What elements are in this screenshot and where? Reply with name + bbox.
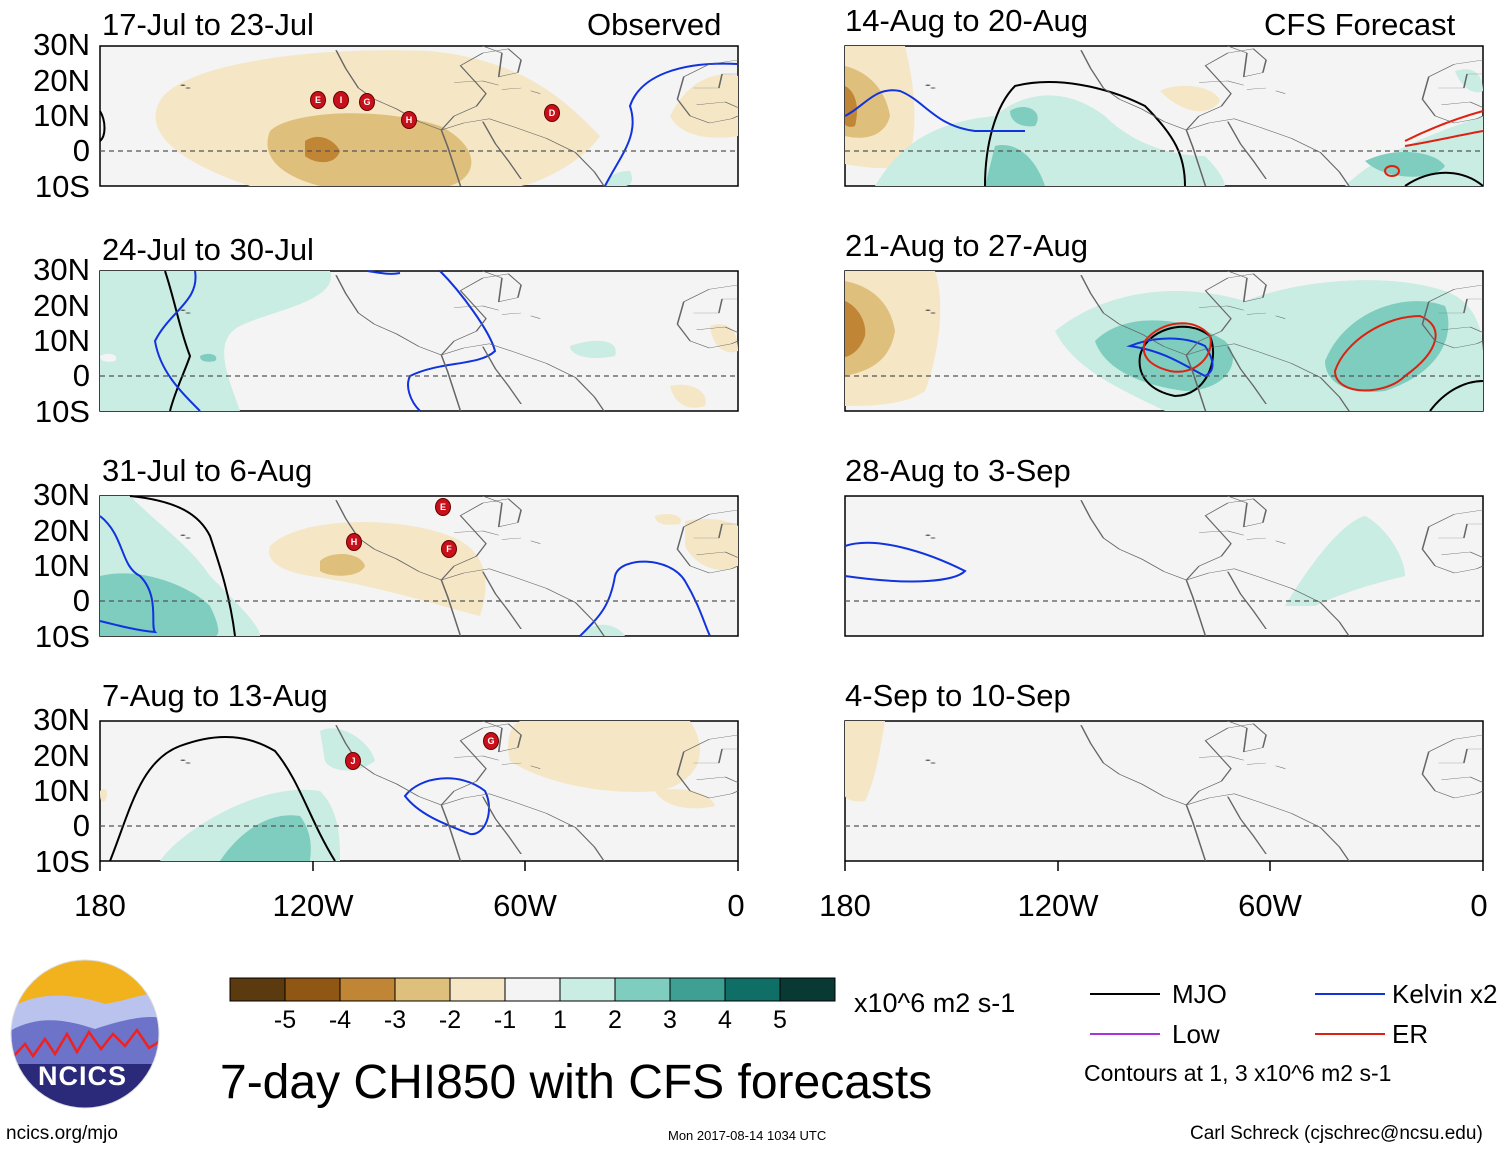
storm-marker-icon: H [346,533,362,551]
lon-label: 0 [1470,888,1488,923]
colorbar-tick-label: 4 [718,1006,732,1034]
storm-marker-icon: H [401,111,417,129]
colorbar-unit: x10^6 m2 s-1 [854,988,1016,1018]
lon-label: 180 [819,888,871,923]
lat-label: 30N [33,27,90,62]
legend-label-low: Low [1172,1019,1220,1049]
colorbar-tick-label: -1 [493,1006,517,1034]
lat-label: 10S [34,619,90,654]
panel-map-1 [100,46,738,186]
colorbar-swatch [669,977,726,1002]
storm-marker-icon: E [435,498,451,516]
lat-label: 10N [33,773,90,808]
lat-label: 30N [33,702,90,737]
panel-title-7: 28-Aug to 3-Sep [845,453,1071,488]
colorbar-swatch [229,977,286,1002]
storm-marker-icon: D [544,104,560,122]
lat-label: 10S [34,169,90,204]
lon-label: 120W [272,888,354,923]
lat-label: 30N [33,477,90,512]
lat-label: 10N [33,548,90,583]
panel-title-5: 14-Aug to 20-Aug [845,3,1089,38]
colorbar-tick-label: -4 [328,1006,352,1034]
lat-label: 20N [33,513,90,548]
lat-label: 0 [72,133,90,168]
colorbar-tick-label: -2 [438,1006,462,1034]
panel-title-4: 7-Aug to 13-Aug [102,678,328,713]
colorbar-tick-label: 2 [608,1006,622,1034]
colorbar-swatch [504,977,561,1002]
timestamp: Mon 2017-08-14 1034 UTC [668,1128,827,1143]
colorbar-swatch [394,977,451,1002]
colorbar-swatch [339,977,396,1002]
lat-label: 0 [72,583,90,618]
storm-marker-icon: I [333,91,349,109]
colorbar [229,977,836,1002]
legend-note: Contours at 1, 3 x10^6 m2 s-1 [1084,1060,1392,1086]
lat-label: 10N [33,323,90,358]
lon-label: 0 [727,888,745,923]
lat-label: 0 [72,808,90,843]
colorbar-swatch [779,977,836,1002]
colorbar-tick-label: -5 [273,1006,297,1034]
legend-label-er: ER [1392,1019,1429,1049]
lat-label: 0 [72,358,90,393]
panel-map-2 [100,271,738,411]
panel-map-4 [100,721,738,861]
panel-map-6 [845,271,1483,411]
colorbar-tick-label: 5 [773,1006,787,1034]
lon-label: 60W [1238,888,1302,923]
forecast-label: CFS Forecast [1264,7,1456,42]
panel-title-8: 4-Sep to 10-Sep [845,678,1071,713]
colorbar-swatch [284,977,341,1002]
colorbar-swatch [724,977,781,1002]
colorbar-swatch [449,977,506,1002]
panel-map-7 [845,496,1483,636]
lat-label: 10N [33,98,90,133]
logo-text: NCICS [38,1061,128,1091]
storm-marker-icon: G [359,93,375,111]
panel-map-3 [100,496,738,636]
panel-title-1: 17-Jul to 23-Jul [102,7,314,42]
panel-title-3: 31-Jul to 6-Aug [102,453,313,488]
legend-lines [1090,993,1385,1035]
lat-label: 20N [33,288,90,323]
lat-label: 20N [33,63,90,98]
legend-label-kelvin: Kelvin x2 [1392,979,1498,1009]
colorbar-swatch [559,977,616,1002]
lon-ticks [99,861,1484,871]
lon-label: 120W [1017,888,1099,923]
author: Carl Schreck (cjschrec@ncsu.edu) [1190,1123,1483,1144]
lat-label: 30N [33,252,90,287]
storm-marker-icon: J [345,752,361,770]
colorbar-swatch [614,977,671,1002]
panel-title-6: 21-Aug to 27-Aug [845,228,1089,263]
lat-label: 20N [33,738,90,773]
legend-label-mjo: MJO [1172,979,1227,1009]
panel-title-2: 24-Jul to 30-Jul [102,232,314,267]
storm-marker-icon: F [441,540,457,558]
lon-label: 180 [74,888,126,923]
panel-map-8 [845,721,1483,861]
site-url: ncics.org/mjo [6,1123,118,1144]
storm-marker-icon: E [310,91,326,109]
lon-label: 60W [493,888,557,923]
colorbar-tick-label: 3 [663,1006,677,1034]
colorbar-tick-label: 1 [553,1006,567,1034]
panel-map-5 [845,46,1483,186]
lat-label: 10S [34,844,90,879]
colorbar-tick-label: -3 [383,1006,407,1034]
figure-title: 7-day CHI850 with CFS forecasts [220,1056,933,1109]
lat-label: 10S [34,394,90,429]
observed-label: Observed [587,7,722,42]
storm-marker-icon: G [483,732,499,750]
